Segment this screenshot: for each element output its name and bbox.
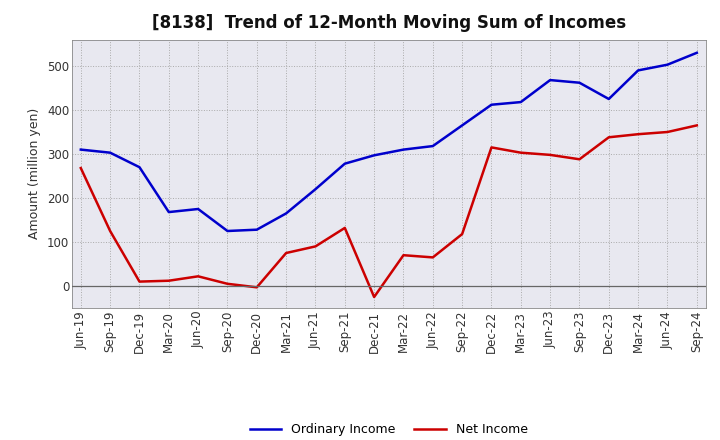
Ordinary Income <box>546 77 554 83</box>
Net Income <box>106 228 114 234</box>
Ordinary Income <box>693 50 701 55</box>
Net Income <box>341 225 349 231</box>
Net Income <box>458 231 467 237</box>
Ordinary Income <box>428 143 437 149</box>
Net Income <box>693 123 701 128</box>
Ordinary Income <box>399 147 408 152</box>
Ordinary Income <box>164 209 173 215</box>
Ordinary Income <box>106 150 114 155</box>
Net Income <box>311 244 320 249</box>
Net Income <box>164 278 173 283</box>
Net Income <box>76 165 85 171</box>
Net Income <box>194 274 202 279</box>
Ordinary Income <box>516 99 525 105</box>
Net Income <box>575 157 584 162</box>
Ordinary Income <box>194 206 202 212</box>
Ordinary Income <box>76 147 85 152</box>
Line: Ordinary Income: Ordinary Income <box>81 53 697 231</box>
Ordinary Income <box>311 187 320 192</box>
Ordinary Income <box>253 227 261 232</box>
Net Income <box>605 135 613 140</box>
Legend: Ordinary Income, Net Income: Ordinary Income, Net Income <box>245 418 533 440</box>
Net Income <box>428 255 437 260</box>
Net Income <box>516 150 525 155</box>
Ordinary Income <box>135 165 144 170</box>
Ordinary Income <box>458 123 467 128</box>
Ordinary Income <box>575 80 584 85</box>
Ordinary Income <box>634 68 642 73</box>
Ordinary Income <box>663 62 672 67</box>
Ordinary Income <box>370 153 379 158</box>
Ordinary Income <box>341 161 349 166</box>
Net Income <box>663 129 672 135</box>
Line: Net Income: Net Income <box>81 125 697 297</box>
Net Income <box>135 279 144 284</box>
Net Income <box>370 294 379 300</box>
Ordinary Income <box>223 228 232 234</box>
Net Income <box>223 281 232 286</box>
Ordinary Income <box>282 211 290 216</box>
Net Income <box>487 145 496 150</box>
Net Income <box>399 253 408 258</box>
Ordinary Income <box>487 102 496 107</box>
Ordinary Income <box>605 96 613 102</box>
Net Income <box>282 250 290 256</box>
Y-axis label: Amount (million yen): Amount (million yen) <box>28 108 42 239</box>
Net Income <box>546 152 554 158</box>
Net Income <box>253 285 261 290</box>
Net Income <box>634 132 642 137</box>
Title: [8138]  Trend of 12-Month Moving Sum of Incomes: [8138] Trend of 12-Month Moving Sum of I… <box>152 15 626 33</box>
